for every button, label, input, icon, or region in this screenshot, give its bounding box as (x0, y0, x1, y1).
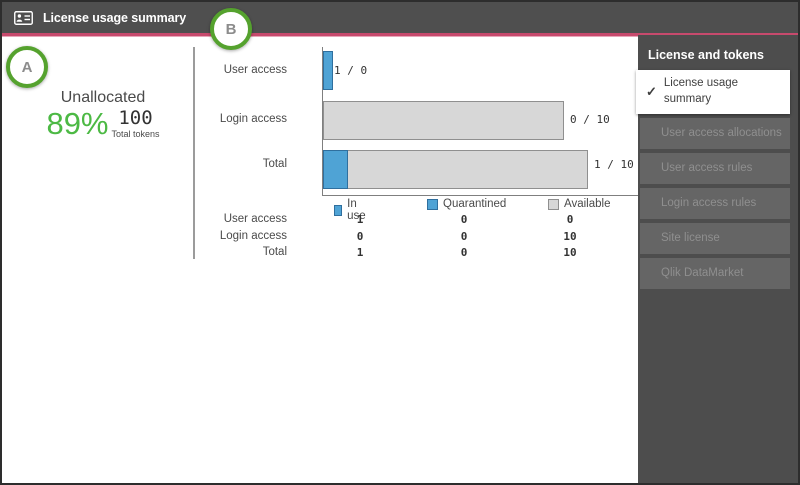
cell-available: 10 (563, 246, 577, 259)
legend-item-quarantined: Quarantined (427, 198, 506, 210)
callout-a: A (6, 46, 48, 88)
cell-quarantined: 0 (460, 230, 468, 243)
cell-in-use: 1 (356, 246, 364, 259)
bar-total (323, 150, 588, 189)
row-label: Total (262, 246, 287, 258)
category-label: Login access (219, 113, 287, 125)
legend-label: In use (347, 198, 366, 222)
sidebar-item-site-license[interactable]: Site license (640, 223, 790, 254)
cell-available: 0 (566, 213, 574, 226)
sidebar-item-login-access-rules[interactable]: Login access rules (640, 188, 790, 219)
sidebar-item-qlik-datamarket[interactable]: Qlik DataMarket (640, 258, 790, 289)
sidebar-title: License and tokens (648, 48, 765, 62)
sidebar: License and tokens ✓ License usage summa… (636, 35, 798, 483)
row-label: Login access (219, 230, 287, 242)
section-divider (193, 47, 195, 259)
row-label: User access (223, 213, 287, 225)
bar-login-access (323, 101, 564, 140)
legend-label: Available (564, 198, 611, 210)
unallocated-percent: 89% (46, 106, 109, 141)
cell-in-use: 1 (356, 213, 364, 226)
bar-value-label: 0 / 10 (570, 113, 610, 126)
check-icon: ✓ (646, 84, 657, 99)
id-card-icon (14, 10, 33, 25)
category-label: Total (262, 158, 287, 170)
unallocated-title: Unallocated (60, 89, 146, 106)
cell-available: 10 (563, 230, 577, 243)
bar-user-access (323, 51, 333, 90)
sidebar-item-user-access-rules[interactable]: User access rules (640, 153, 790, 184)
total-tokens-value: 100 (118, 106, 153, 129)
sidebar-item-label: License usage summary (663, 77, 739, 105)
page-title: License usage summary (43, 10, 187, 25)
bar-segment-in-use (323, 150, 348, 189)
legend-item-in-use: In use (334, 198, 369, 222)
bar-segment-available (323, 101, 564, 140)
legend-swatch-available-icon (548, 198, 559, 210)
legend-swatch-in-use-icon (334, 204, 343, 216)
unallocated-stat: 89% 100 Total tokens (12, 108, 194, 139)
total-tokens-label: Total tokens (111, 128, 160, 139)
header-bar: License usage summary (2, 2, 798, 33)
callout-b: B (210, 8, 252, 50)
cell-in-use: 0 (356, 230, 364, 243)
sidebar-item-license-usage-summary[interactable]: ✓ License usage summary (636, 70, 790, 114)
legend-swatch-quarantined-icon (427, 198, 438, 210)
cell-quarantined: 0 (460, 213, 468, 226)
accent-line (2, 33, 798, 37)
chart-x-axis (322, 195, 638, 196)
total-tokens: 100 Total tokens (111, 106, 160, 139)
chart-y-axis (322, 47, 323, 196)
cell-quarantined: 0 (460, 246, 468, 259)
legend-label: Quarantined (443, 198, 507, 210)
sidebar-item-user-access-allocations[interactable]: User access allocations (640, 118, 790, 149)
legend-item-available: Available (548, 198, 610, 210)
bar-segment-available (348, 150, 588, 189)
bar-value-label: 1 / 0 (334, 64, 368, 77)
category-label: User access (223, 64, 287, 76)
bar-value-label: 1 / 10 (594, 158, 634, 171)
bar-segment-in-use (323, 51, 333, 90)
